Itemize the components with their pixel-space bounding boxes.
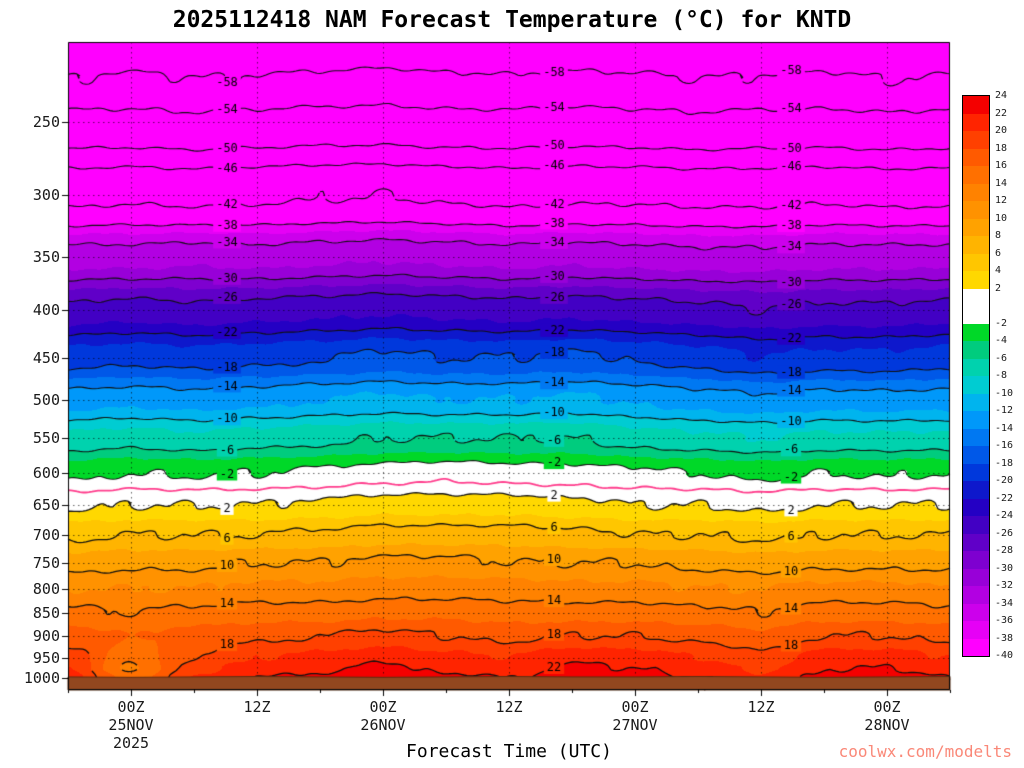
colorbar-label: -6 (995, 352, 1008, 364)
watermark-url: coolwx.com/modelts (838, 742, 1012, 761)
colorbar-label: 8 (995, 230, 1002, 241)
colorbar-label: -8 (995, 370, 1008, 381)
colorbar-label: -2 (995, 317, 1008, 329)
colorbar-swatch (963, 638, 989, 656)
colorbar-swatch (963, 236, 989, 254)
colorbar-label: 4 (995, 265, 1002, 276)
colorbar-swatch (963, 446, 989, 464)
colorbar-swatch (963, 376, 989, 394)
colorbar-swatch (963, 516, 989, 534)
colorbar-swatch (963, 568, 989, 586)
colorbar-swatch (963, 358, 989, 376)
pressure-tick-label: 850 (32, 603, 60, 622)
pressure-tick-label: 700 (32, 525, 60, 544)
pressure-tick-label: 450 (32, 348, 60, 367)
time-tick-label: 00Z 26NOV (360, 698, 406, 734)
colorbar-label: -26 (995, 527, 1014, 539)
colorbar-label: 2 (995, 282, 1002, 294)
colorbar-label: 6 (995, 247, 1002, 259)
pressure-tick-label: 1000 (23, 669, 60, 688)
pressure-tick-label: 350 (32, 247, 60, 266)
pressure-tick-label: 750 (32, 553, 60, 572)
colorbar-label: 10 (995, 212, 1008, 224)
colorbar-label: 14 (995, 177, 1008, 189)
pressure-axis-labels: 250 300 350 400 450 500 550 600 650 700 750 800 850 9… (4, 0, 60, 768)
colorbar-swatch (963, 481, 989, 499)
temperature-colorbar: 24 22 20 18 16 14 12 10 8 6 4 2 -2 -4 -6 -8 -10 -12 -14 -16… (962, 90, 1013, 661)
colorbar-label: -32 (995, 580, 1014, 591)
colorbar-label: -40 (995, 650, 1014, 661)
colorbar-label: 16 (995, 160, 1008, 171)
colorbar-label: 12 (995, 195, 1008, 206)
pressure-tick-label: 950 (32, 648, 60, 667)
colorbar-swatch (963, 253, 989, 271)
colorbar-swatch (963, 271, 989, 289)
colorbar-label: -22 (995, 492, 1014, 504)
colorbar-label: -36 (995, 615, 1014, 626)
colorbar-swatch (963, 131, 989, 149)
colorbar-swatch (963, 533, 989, 551)
pressure-tick-label: 400 (32, 301, 60, 320)
colorbar-swatch (963, 341, 989, 359)
colorbar-swatch (963, 113, 989, 131)
colorbar-label: 18 (995, 142, 1008, 154)
colorbar-label: -20 (995, 475, 1014, 486)
colorbar-swatch (963, 498, 989, 516)
pressure-tick-label: 500 (32, 390, 60, 409)
time-tick-label: 12Z (495, 698, 523, 716)
colorbar-swatch (963, 183, 989, 201)
colorbar-label: -24 (995, 510, 1014, 521)
time-tick-label: 00Z 25NOV 2025 (108, 698, 154, 752)
colorbar-label: -38 (995, 632, 1014, 644)
colorbar-swatch (963, 551, 989, 569)
colorbar-swatch (963, 218, 989, 236)
colorbar-swatch (963, 621, 989, 639)
time-tick-label: 12Z (747, 698, 775, 716)
colorbar-swatch (963, 148, 989, 166)
pressure-tick-label: 800 (32, 579, 60, 598)
colorbar-swatch (963, 166, 989, 184)
time-tick-label: 12Z (243, 698, 271, 716)
colorbar-label: -4 (995, 335, 1008, 346)
colorbar-swatch (963, 603, 989, 621)
time-tick-label: 00Z 28NOV (864, 698, 910, 734)
colorbar-swatch (963, 96, 989, 114)
colorbar-label: -34 (995, 597, 1014, 609)
colorbar-label: -16 (995, 440, 1014, 451)
colorbar-swatch (963, 586, 989, 604)
colorbar-swatch (963, 428, 989, 446)
colorbar-label: -18 (995, 457, 1014, 469)
pressure-tick-label: 600 (32, 464, 60, 483)
pressure-tick-label: 650 (32, 496, 60, 515)
colorbar-label: 24 (995, 90, 1008, 101)
colorbar-swatch (963, 288, 989, 306)
pressure-tick-label: 250 (32, 112, 60, 131)
colorbar-swatch (963, 411, 989, 429)
pressure-tick-label: 300 (32, 185, 60, 204)
colorbar-swatch (963, 201, 989, 219)
x-axis-title: Forecast Time (UTC) (406, 741, 612, 762)
colorbar-swatch (963, 323, 989, 341)
colorbar-swatch (963, 306, 989, 324)
colorbar-label: -28 (995, 545, 1014, 556)
colorbar-label: -14 (995, 422, 1014, 434)
colorbar-label: -30 (995, 562, 1014, 574)
colorbar-label: -10 (995, 387, 1014, 399)
colorbar-label: -12 (995, 405, 1014, 416)
pressure-tick-label: 900 (32, 626, 60, 645)
pressure-tick-label: 550 (32, 429, 60, 448)
colorbar-label: 22 (995, 107, 1008, 119)
time-tick-label: 00Z 27NOV (612, 698, 658, 734)
colorbar-swatch (963, 393, 989, 411)
colorbar-swatch (963, 463, 989, 481)
colorbar-label: 20 (995, 125, 1008, 136)
